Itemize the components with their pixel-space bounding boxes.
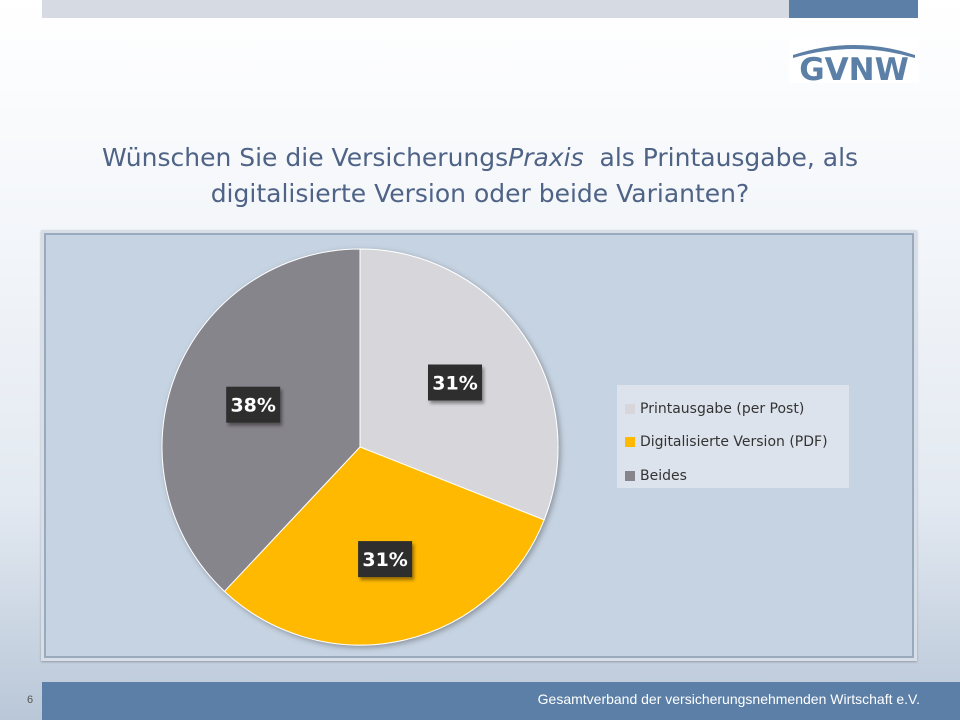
top-bar [42,0,916,18]
data-label-text: 38% [230,395,275,417]
logo-arc [793,45,915,58]
data-label-text: 31% [362,549,407,571]
logo-text: GVNW [799,52,909,83]
legend-label: Beides [640,467,687,484]
data-label: 31% [428,364,482,401]
legend-label: Digitalisierte Version (PDF) [640,434,828,451]
legend-item: Digitalisierte Version (PDF) [625,426,849,460]
footer-text: Gesamtverband der versicherungsnehmenden… [537,691,920,707]
title-line1-post: als Printausgabe, als [583,143,859,172]
data-label-box [358,541,413,578]
title-line2: digitalisierte Version oder beide Varian… [210,179,750,208]
data-label-box [428,364,482,401]
top-bar-accent [789,0,918,18]
legend-item: Printausgabe (per Post) [625,392,849,426]
pie-chart: 31% 31% 38% [161,248,559,646]
chart-legend: Printausgabe (per Post) Digitalisierte Ve… [617,385,849,488]
title-line1-pre: Wünschen Sie die Versicherungs [101,143,509,172]
gvnw-logo: GVNW [789,38,919,83]
data-label-text: 31% [432,373,477,395]
data-label: 38% [226,386,281,423]
slide-title: Wünschen Sie die VersicherungsPraxis als… [60,140,900,212]
legend-swatch [625,437,635,448]
title-line1-italic: Praxis [508,143,584,172]
data-label-box [226,386,281,423]
legend-item: Beides [625,459,849,493]
legend-swatch [625,403,635,414]
legend-swatch [625,470,635,481]
data-label: 31% [358,541,413,578]
legend-label: Printausgabe (per Post) [640,400,805,417]
page-number: 6 [27,694,34,706]
footer-bar: Gesamtverband der versicherungsnehmenden… [42,682,960,720]
